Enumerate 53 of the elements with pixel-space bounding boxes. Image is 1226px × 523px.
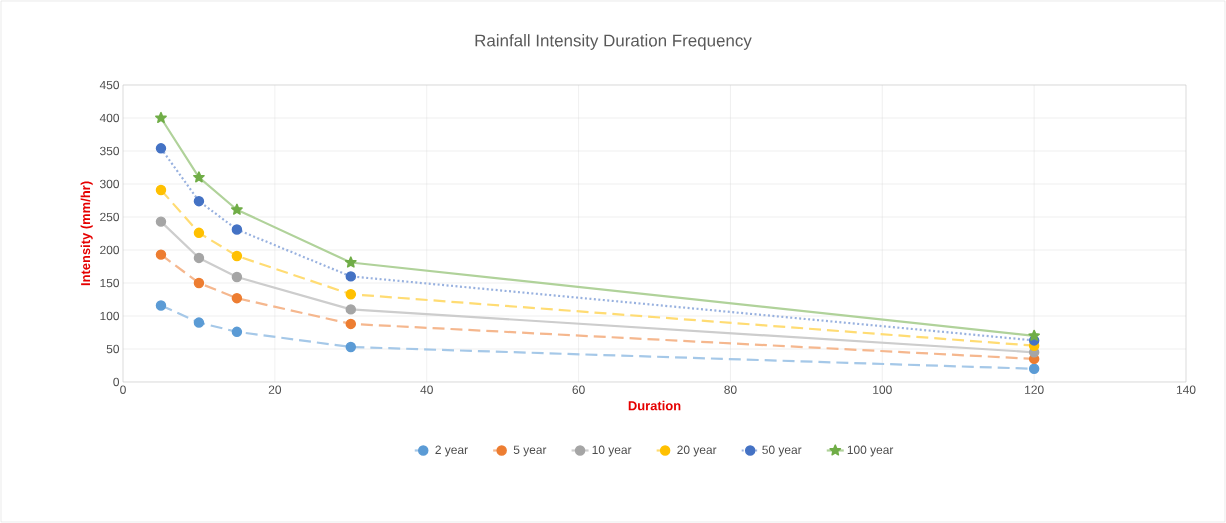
y-tick-label: 400 <box>99 113 120 123</box>
y-tick-label: 150 <box>100 278 120 288</box>
point <box>1028 363 1040 375</box>
point <box>231 292 243 304</box>
x-tick-label: 40 <box>420 385 433 394</box>
x-tick-label: 80 <box>724 385 737 394</box>
y-axis-title: Intensity (mm/hr) <box>80 181 93 286</box>
x-axis-title: Duration <box>628 400 681 411</box>
point <box>344 256 357 268</box>
point <box>231 203 243 215</box>
point <box>1028 329 1041 341</box>
point <box>193 195 205 207</box>
legend-label: 20 year <box>677 445 717 457</box>
point <box>193 317 205 328</box>
x-tick-label: 120 <box>1025 385 1044 394</box>
point <box>155 216 167 227</box>
y-tick-label: 100 <box>100 311 120 321</box>
point <box>155 184 167 196</box>
legend-label: 50 year <box>762 445 802 457</box>
point <box>345 304 357 315</box>
point <box>193 171 205 183</box>
x-tick-label: 140 <box>1176 385 1196 394</box>
point <box>155 249 167 260</box>
x-tick-label: 100 <box>873 385 892 394</box>
y-tick-label: 0 <box>113 377 120 387</box>
y-tick-label: 300 <box>100 179 120 189</box>
y-tick-label: 350 <box>100 146 120 156</box>
point <box>155 143 167 154</box>
point <box>231 224 243 235</box>
point <box>345 341 357 353</box>
point <box>231 250 243 262</box>
point <box>231 271 243 283</box>
x-tick-label: 60 <box>572 385 585 394</box>
x-tick-label: 0 <box>120 385 126 394</box>
legend-label: 100 year <box>847 445 894 457</box>
y-tick-label: 250 <box>100 212 120 222</box>
y-tick-label: 450 <box>99 80 120 90</box>
y-tick-label: 200 <box>100 245 120 255</box>
point <box>193 277 205 289</box>
point <box>345 318 357 330</box>
point <box>345 271 357 282</box>
chart-title: Rainfall Intensity Duration Frequency <box>475 34 752 50</box>
point <box>345 288 357 300</box>
point <box>193 227 205 239</box>
legend-label: 10 year <box>592 445 632 457</box>
point <box>155 111 167 124</box>
x-tick-label: 20 <box>268 385 282 394</box>
legend-label: 5 year <box>513 445 547 457</box>
point <box>231 326 243 338</box>
point <box>155 300 167 311</box>
legend-label: 2 year <box>435 445 468 457</box>
point <box>193 252 205 264</box>
y-tick-label: 50 <box>106 344 120 354</box>
